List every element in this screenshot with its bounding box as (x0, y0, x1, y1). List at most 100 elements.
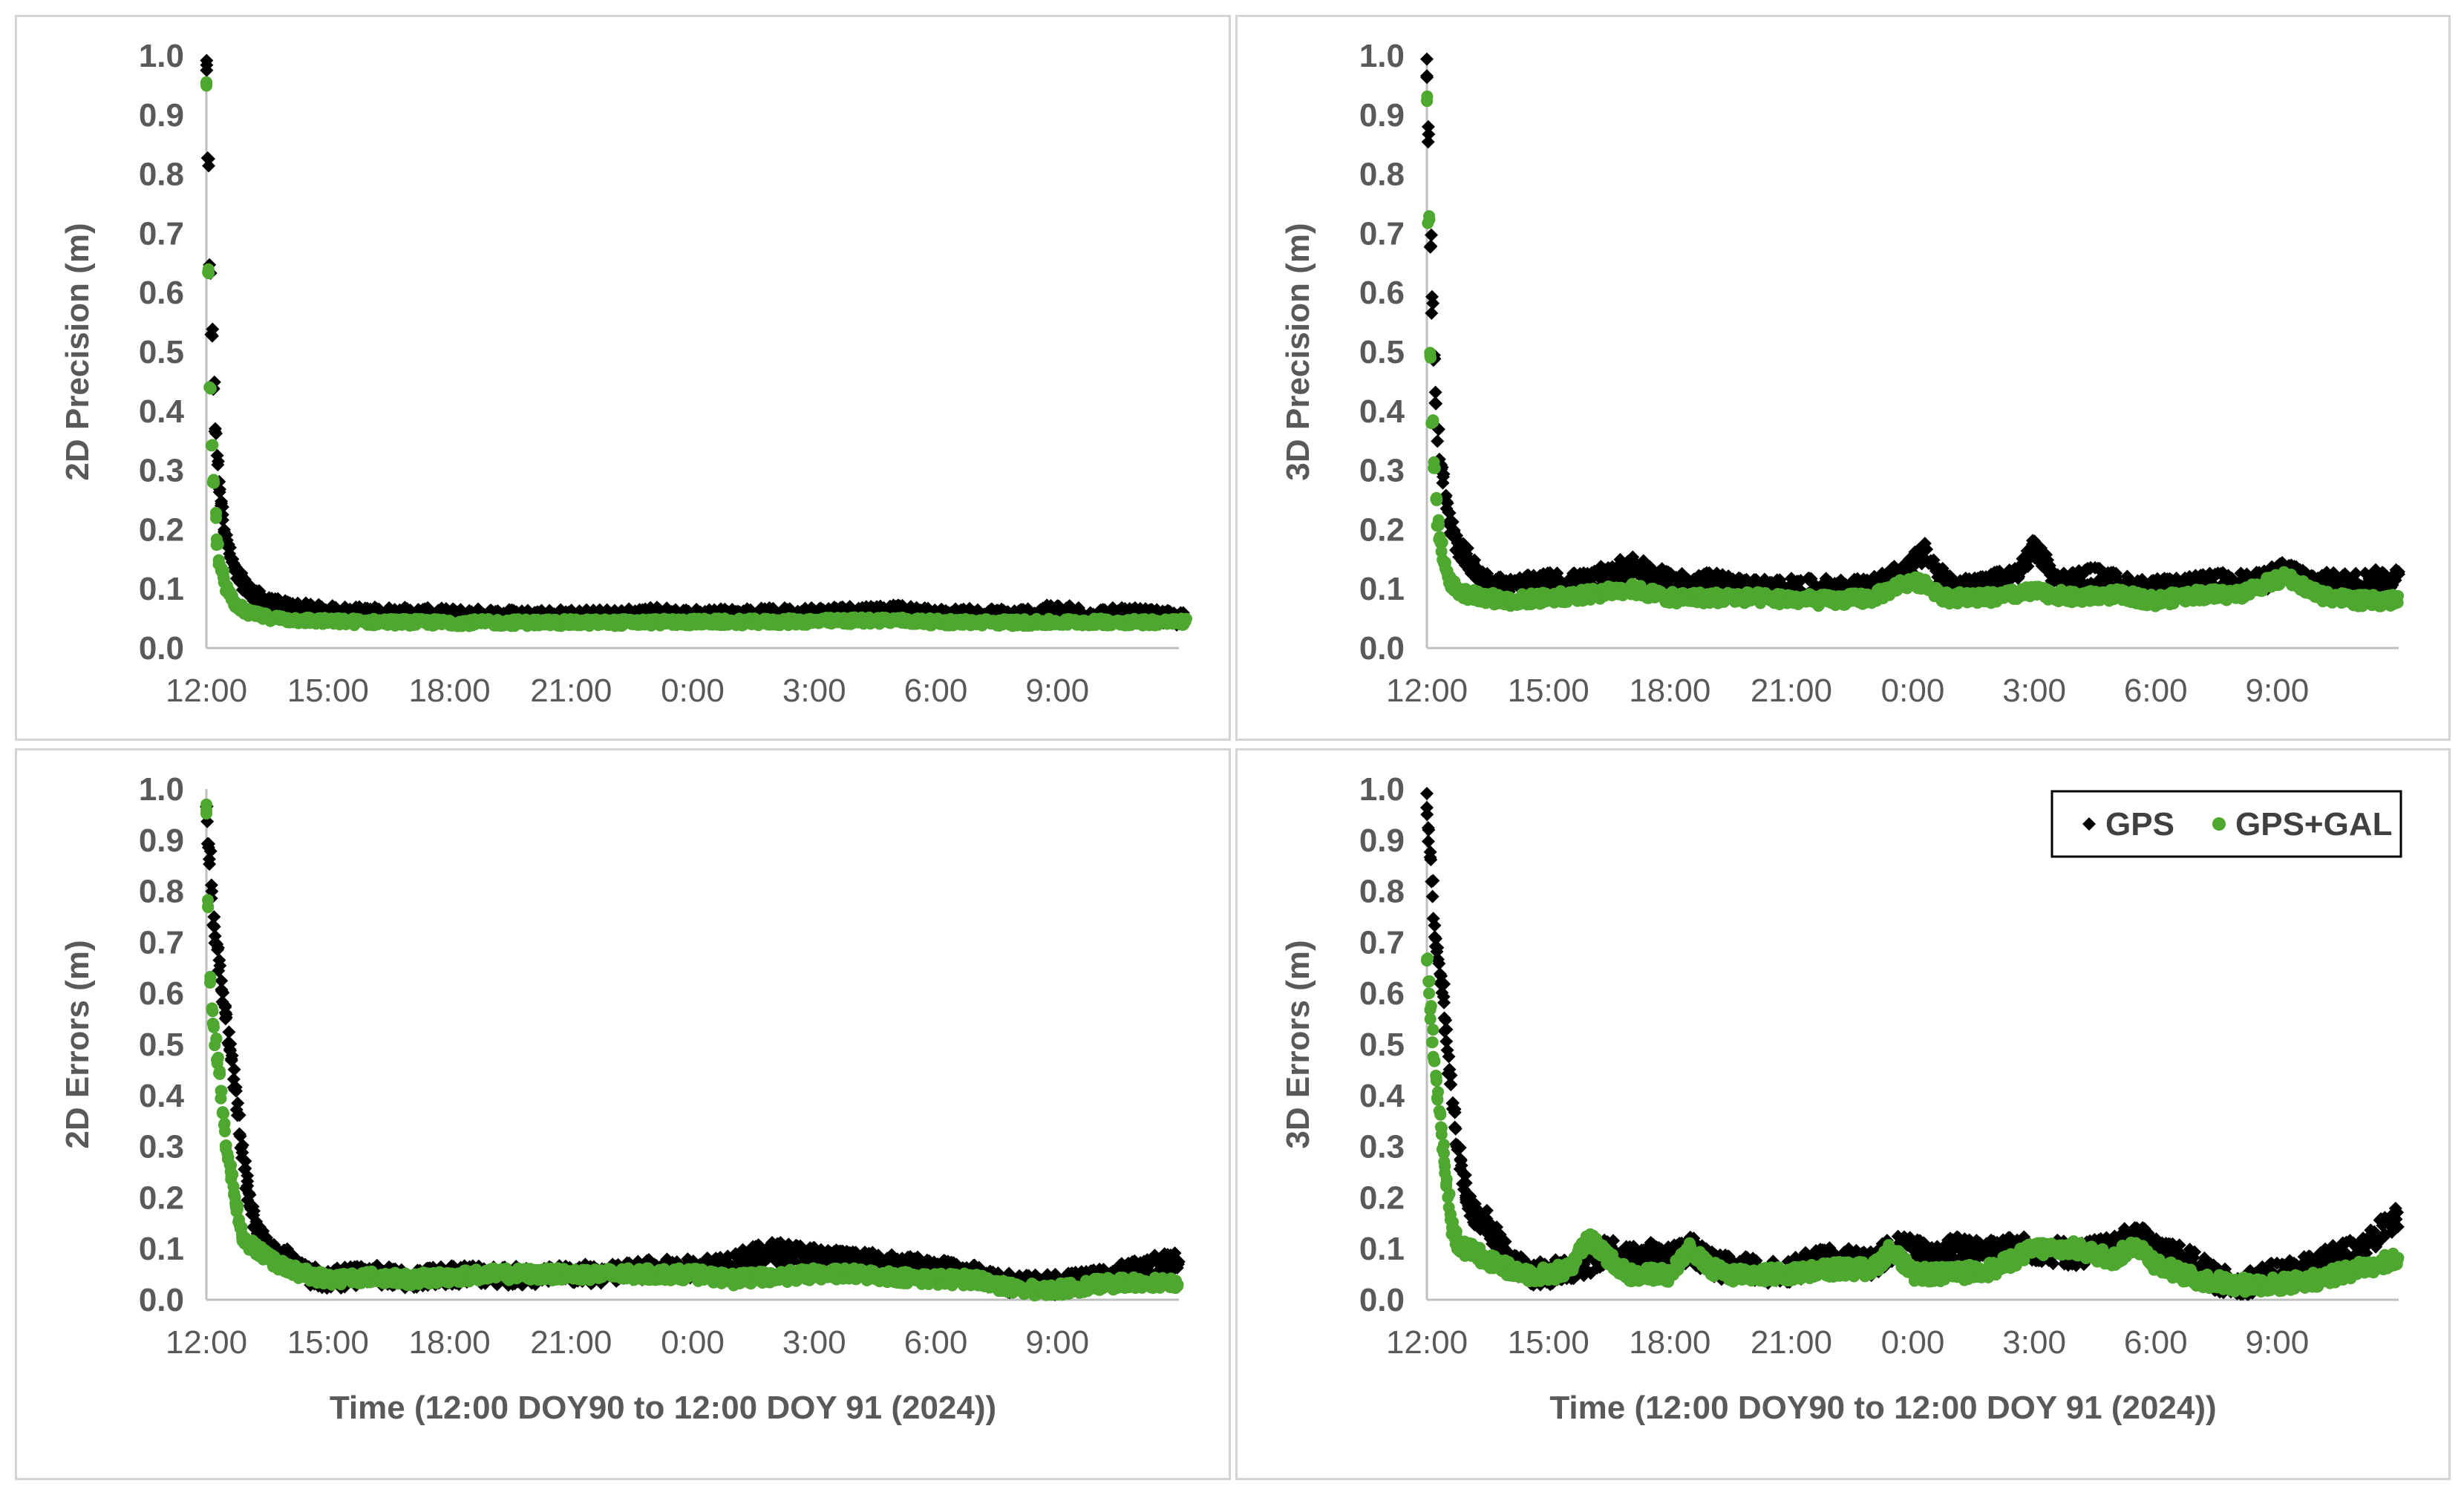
gps-point (2234, 566, 2248, 580)
y-axis-title: 2D Errors (m) (59, 940, 96, 1148)
gps-gal-point (2391, 596, 2404, 609)
y-tick-label: 0.3 (139, 453, 184, 489)
series-gps-gal (200, 76, 1192, 632)
gps-point (1726, 572, 1740, 586)
x-tick-label: 6:00 (904, 673, 968, 709)
gps-point (260, 1231, 274, 1245)
chart-panel-2d-precision: 0.0 0.1 0.2 0.3 0.4 0.5 0.6 0.7 0.8 0.9 1.0 12:00 15… (15, 15, 1231, 741)
gps-point (211, 458, 225, 472)
gps-point (1935, 561, 1950, 575)
gps-point (241, 1168, 255, 1182)
gps-point (1424, 228, 1438, 242)
x-axis-title: Time (12:00 DOY90 to 12:00 DOY 91 (2024)… (330, 1390, 996, 1426)
x-tick-label: 15:00 (287, 1324, 369, 1361)
x-tick-label: 0:00 (1881, 673, 1945, 709)
gps-point (2042, 558, 2056, 572)
gps-point (1915, 557, 1929, 571)
gps-point (1421, 120, 1435, 134)
gps-point (516, 1278, 530, 1292)
gps-point (211, 940, 225, 955)
gps-gal-point (200, 78, 213, 91)
gps-point (1420, 52, 1434, 66)
gps-point (2164, 573, 2178, 587)
gps-point (1436, 476, 1450, 490)
gps-point (2041, 553, 2055, 567)
gps-point (1739, 572, 1754, 586)
gps-point (2368, 568, 2382, 582)
axes (205, 789, 1179, 1301)
gps-point (207, 910, 221, 924)
gps-point (1903, 552, 1917, 566)
gps-point (1420, 71, 1434, 85)
gps-point (1655, 562, 1669, 576)
y-tick-label: 0.5 (1359, 334, 1405, 370)
y-tick-label: 0.8 (1359, 157, 1405, 193)
y-tick-label: 0.1 (139, 571, 184, 607)
gps-point (1722, 569, 1736, 583)
y-tick-label: 0.8 (139, 874, 184, 910)
x-tick-label: 12:00 (166, 673, 247, 709)
gps-point (1421, 135, 1435, 149)
y-tick-label: 0.3 (1359, 453, 1405, 489)
x-tick-label: 21:00 (1751, 673, 1832, 709)
gps-point (212, 485, 226, 499)
gps-point (1920, 542, 1934, 556)
y-tick-label: 0.9 (139, 822, 184, 859)
x-tick-label: 0:00 (661, 1324, 725, 1361)
y-tick-label: 0.0 (1359, 630, 1405, 667)
gps-point (1431, 434, 1445, 448)
series-gps (200, 53, 1192, 632)
gps-point (1440, 496, 1454, 510)
y-tick-label: 0.0 (139, 1282, 184, 1318)
y-tick-label: 0.7 (139, 924, 184, 961)
gps-point (206, 322, 220, 336)
y-axis-title: 3D Precision (m) (1280, 223, 1316, 480)
gps-point (1460, 541, 1474, 555)
gps-point (1426, 296, 1440, 310)
gps-point (1582, 570, 1596, 584)
gps-point (229, 1084, 243, 1098)
gps-point (1715, 570, 1729, 584)
axes (205, 56, 1179, 650)
chart-panel-3d-precision: 0.0 0.1 0.2 0.3 0.4 0.5 0.6 0.7 0.8 0.9 1.0 12:00 15… (1235, 15, 2451, 741)
gps-point (200, 58, 214, 72)
gps-point (1422, 127, 1436, 141)
y-tick-label: 0.3 (139, 1129, 184, 1165)
y-tick-label: 1.0 (139, 38, 184, 74)
y-tick-label: 0.0 (139, 630, 184, 667)
x-tick-label: 9:00 (1025, 1324, 1089, 1361)
chart-svg-3d-precision: 0.00.10.20.30.40.50.60.70.80.91.012:00 15… (1280, 38, 2405, 709)
y-tick-label: 0.5 (139, 334, 184, 370)
gps-point (243, 1188, 257, 1202)
y-tick-label: 0.1 (139, 1231, 184, 1267)
y-tick-label: 0.9 (1359, 97, 1405, 134)
y-tick-label: 0.7 (1359, 215, 1405, 252)
gps-point (2349, 566, 2363, 580)
gps-point (220, 528, 234, 542)
y-tick-label: 0.7 (139, 215, 184, 252)
gps-point (1532, 570, 1546, 584)
gps-point (215, 974, 229, 988)
y-tick-label: 0.4 (139, 393, 185, 430)
x-tick-label: 21:00 (530, 1324, 612, 1361)
y-tick-label: 0.4 (139, 1078, 185, 1114)
gps-point (1445, 515, 1460, 529)
x-tick-label: 6:00 (2124, 673, 2188, 709)
gps-point (202, 852, 216, 866)
y-tick-label: 0.2 (139, 1180, 184, 1216)
gps-gal-point (202, 266, 215, 279)
x-tick-label: 3:00 (782, 1324, 846, 1361)
y-tick-label: 0.6 (139, 275, 184, 311)
gps-gal-point (1436, 536, 1448, 549)
x-tick-label: 6:00 (904, 1324, 968, 1361)
y-tick-label: 1.0 (139, 771, 184, 808)
gps-point (2012, 569, 2026, 583)
gps-point (2169, 571, 2183, 585)
gps-gal-point (206, 439, 219, 451)
x-tick-label: 15:00 (1508, 673, 1589, 709)
gps-point (212, 953, 226, 967)
gps-point (2225, 572, 2239, 586)
gps-point (208, 422, 222, 436)
gps-point (222, 1025, 236, 1039)
gps-point (1719, 578, 1733, 592)
